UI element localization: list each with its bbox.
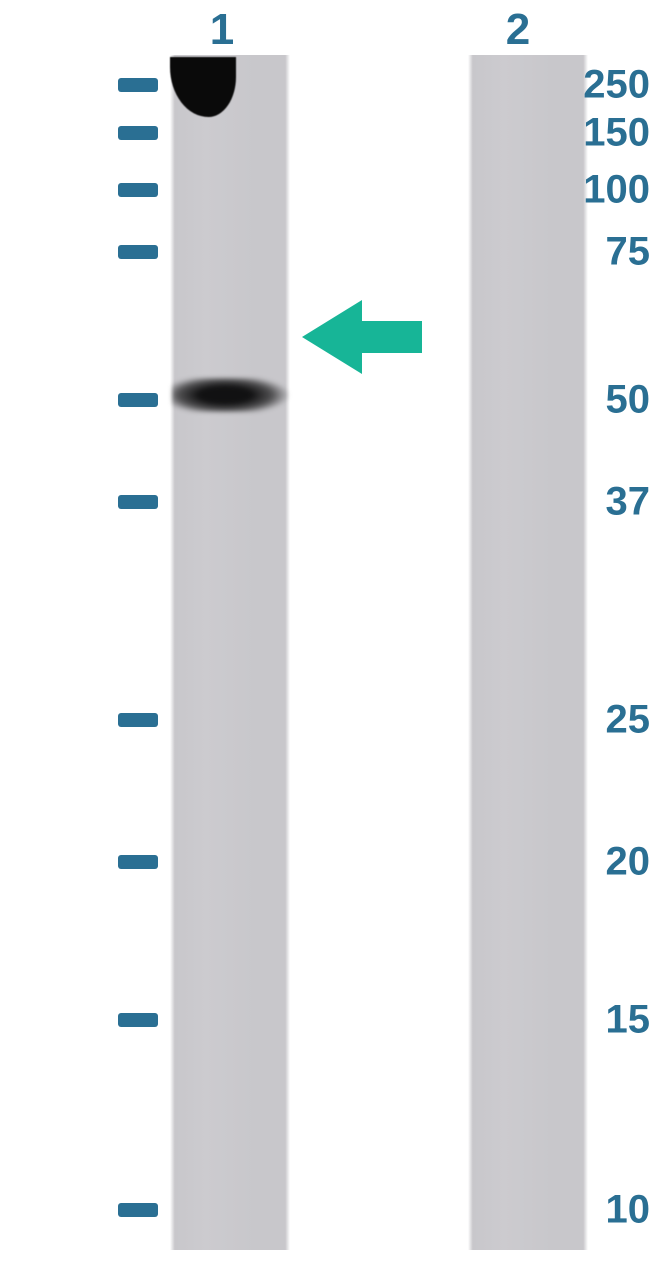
marker-tick-37 [118,495,158,509]
marker-tick-50 [118,393,158,407]
band-specific-band [172,378,290,412]
blot-figure: 1 2250150 100 75 50 37 25 20 15 10 [0,0,650,1270]
marker-label-250: 250 [542,63,650,108]
marker-label-25: 25 [542,698,650,743]
marker-label-15: 15 [542,998,650,1043]
marker-tick-20 [118,855,158,869]
lane-header-2: 2 [498,5,538,55]
marker-tick-150 [118,126,158,140]
marker-label-75: 75 [542,230,650,275]
marker-tick-25 [118,713,158,727]
marker-label-50: 50 [542,378,650,423]
marker-label-10: 10 [542,1188,650,1233]
marker-tick-10 [118,1203,158,1217]
marker-label-37: 37 [542,480,650,525]
marker-tick-15 [118,1013,158,1027]
arrow-indicator [302,300,422,374]
lane-1 [170,55,290,1250]
lane-bg-1 [170,55,290,1250]
marker-tick-75 [118,245,158,259]
marker-label-100: 100 [542,168,650,213]
marker-label-150: 150 [542,111,650,156]
marker-label-20: 20 [542,840,650,885]
marker-tick-250 [118,78,158,92]
lane-header-1: 1 [202,5,242,55]
marker-tick-100 [118,183,158,197]
